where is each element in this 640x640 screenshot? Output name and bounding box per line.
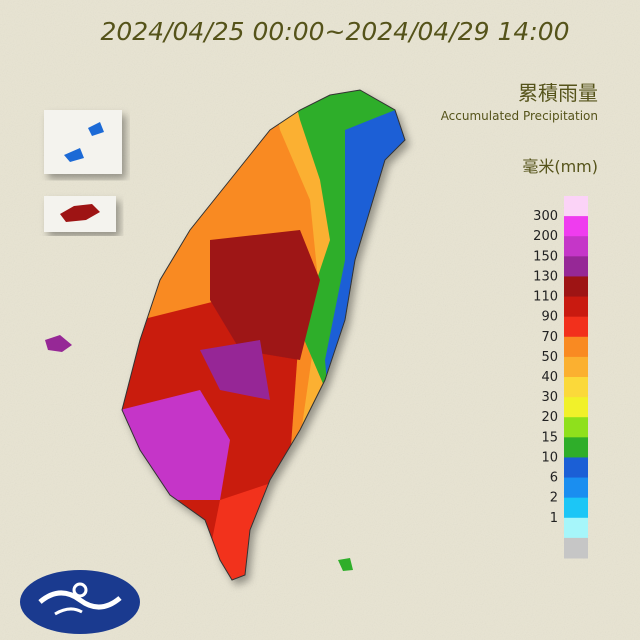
legend-swatch (564, 256, 588, 277)
inset-box (44, 110, 122, 174)
legend-swatch (564, 537, 588, 559)
legend-label: 40 (541, 370, 558, 385)
legend-swatch (564, 336, 588, 358)
legend-unit: 毫米(mm) (522, 157, 598, 176)
legend-label: 20 (541, 410, 558, 425)
legend-label: 200 (533, 229, 558, 244)
legend-swatch (564, 477, 588, 499)
legend-label: 6 (550, 471, 558, 486)
legend-label: 300 (533, 209, 558, 224)
inset-island (64, 122, 104, 162)
legend-swatch (564, 196, 588, 217)
legend-swatch (564, 276, 588, 298)
legend-label: 30 (541, 390, 558, 405)
map-title: 2024/04/25 00:00~2024/04/29 14:00 (100, 17, 569, 46)
legend: 300 200 150 130 110 90 70 50 40 30 20 15 10 6 2 1 (533, 196, 588, 559)
legend-title: 累積雨量 (518, 81, 598, 105)
logo (20, 570, 140, 634)
legend-label: 50 (541, 350, 558, 365)
island (45, 335, 72, 352)
inset-island (60, 204, 100, 222)
legend-label: 70 (541, 330, 558, 345)
legend-label: 2 (550, 491, 558, 506)
legend-swatch (564, 517, 588, 539)
legend-swatch (564, 216, 588, 237)
legend-subtitle: Accumulated Precipitation (441, 109, 598, 123)
legend-label: 130 (533, 269, 558, 284)
legend-swatch (564, 316, 588, 338)
legend-swatch (564, 296, 588, 318)
legend-swatch (564, 356, 588, 378)
legend-label: 10 (541, 450, 558, 465)
legend-swatch (564, 457, 588, 479)
legend-label: 15 (541, 430, 558, 445)
legend-label: 1 (550, 511, 558, 526)
legend-label: 90 (541, 310, 558, 325)
legend-swatch (564, 377, 588, 398)
legend-swatch (564, 236, 588, 257)
legend-swatch (564, 497, 588, 519)
island (338, 558, 353, 571)
legend-label: 110 (533, 290, 558, 305)
legend-swatch (564, 397, 588, 418)
legend-label: 150 (533, 249, 558, 264)
legend-swatch (564, 437, 588, 458)
legend-swatch (564, 417, 588, 438)
